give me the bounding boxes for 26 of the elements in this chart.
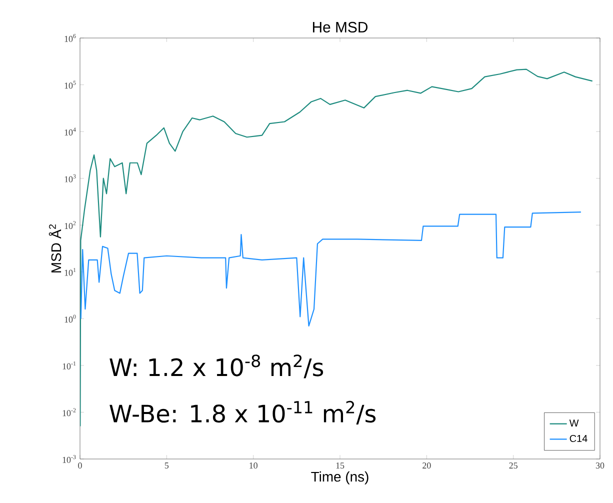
legend-label: W xyxy=(569,420,579,426)
y-tick-label: 10$^{-3}$ xyxy=(62,455,76,463)
y-axis-title: MSD Å$^{2}$ xyxy=(48,224,62,272)
x-tick-label: 20 xyxy=(422,462,431,469)
y-tick-label: 10$^{-2}$ xyxy=(62,408,76,416)
y-tick-label: 10$^{-1}$ xyxy=(62,362,76,370)
y-tick-label: 10$^{2}$ xyxy=(64,221,76,230)
y-tick-label: 10$^{3}$ xyxy=(64,174,76,182)
x-axis-title: Time (ns) xyxy=(311,471,368,484)
x-tick-label: 5 xyxy=(164,462,169,468)
y-tick-label: 10$^{0}$ xyxy=(64,314,76,323)
x-tick-label: 15 xyxy=(336,462,344,469)
x-tick-label: 30 xyxy=(596,462,604,469)
annotation: W-Be: 1.8 x 10$^{-11}$ m$^{2}$/s xyxy=(110,400,376,425)
x-tick-label: 10 xyxy=(250,462,258,469)
x-tick-label: 25 xyxy=(509,462,518,469)
line-series xyxy=(80,212,582,326)
y-tick-label: 10$^{4}$ xyxy=(64,128,76,136)
y-tick-label: 10$^{6}$ xyxy=(64,34,76,42)
y-tick-label: 10$^{5}$ xyxy=(64,80,76,89)
legend-label: C14 xyxy=(570,434,588,442)
annotation: W: 1.2 x 10$^{-8}$ m$^{2}$/s xyxy=(110,354,324,378)
chart-title: He MSD xyxy=(312,22,368,32)
line-series xyxy=(80,68,593,427)
x-tick-label: 0 xyxy=(78,462,82,469)
y-tick-label: 10$^{1}$ xyxy=(64,268,76,276)
